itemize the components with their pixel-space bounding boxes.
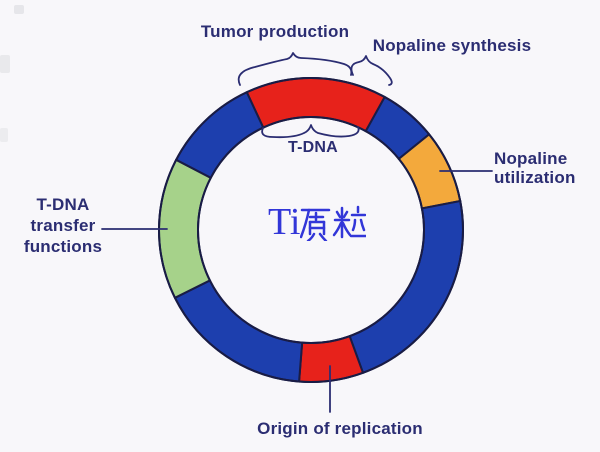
center-title-hanzi-zhili: [300, 205, 367, 241]
nopaline-synthesis-brace: [350, 55, 393, 86]
nopaline-utilization-label: Nopaline utilization: [494, 149, 576, 187]
hanzi-li-glyph: [333, 205, 367, 239]
center-title-latin: Ti: [268, 201, 301, 243]
nopaline-synthesis-label: Nopaline synthesis: [372, 36, 532, 55]
plasmid-segments-group: [158, 77, 464, 383]
origin-of-replication-label: Origin of replication: [257, 419, 423, 438]
ring-inner-outline: [197, 116, 425, 344]
scan-artifact: [14, 5, 24, 14]
center-title-ti-plasmid: Ti: [268, 202, 388, 244]
hanzi-zhi-glyph: [300, 208, 331, 241]
t-dna-brace: [261, 124, 360, 139]
t-dna-transfer-functions-label: T-DNA transfer functions: [23, 195, 103, 256]
t-dna-label: T-DNA: [288, 139, 338, 156]
ring-outer-outline: [158, 77, 464, 383]
tumor-production-brace: [237, 52, 353, 86]
scan-artifact: [0, 55, 10, 73]
tumor-production-label: Tumor production: [200, 22, 350, 41]
scan-artifact: [0, 128, 8, 142]
